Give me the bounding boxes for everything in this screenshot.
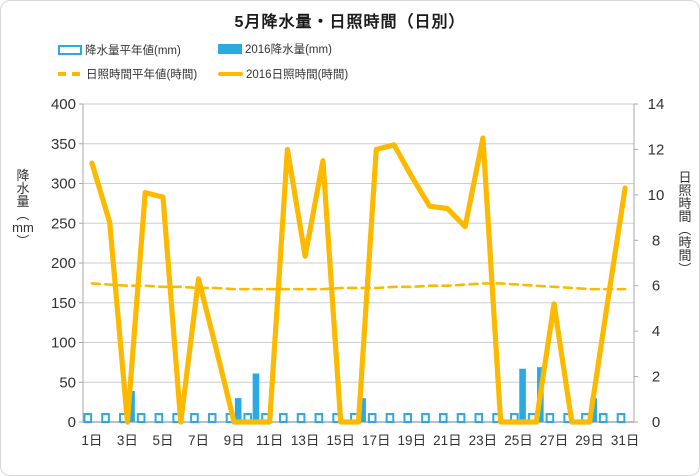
sunshine-2016-swatch-icon: [218, 71, 243, 77]
axis-title-char: ）: [15, 233, 31, 248]
legend-label-precip-normal: 降水量平年値(mm): [85, 45, 181, 57]
bar-precip-normal: [154, 413, 164, 423]
x-axis-tick-label: 25日: [504, 433, 533, 448]
x-axis-tick-label: 9日: [224, 433, 245, 448]
right-axis-tick-label: 14: [648, 96, 665, 113]
legend-item-precip-normal: 降水量平年値(mm): [58, 43, 181, 57]
x-axis-tick-label: 13日: [291, 433, 320, 448]
bar-precip-2016: [519, 368, 526, 422]
bar-precip-normal: [545, 413, 555, 423]
legend-item-precip-2016: 2016降水量(mm): [218, 42, 332, 56]
axis-title-char: 日: [678, 170, 692, 185]
x-axis-tick-label: 7日: [188, 433, 209, 448]
sunshine-normal-swatch-icon: [58, 72, 83, 76]
x-axis-tick-label: 1日: [81, 433, 102, 448]
x-axis-tick-label: 5日: [152, 433, 173, 448]
legend-label-sunshine-2016: 2016日照時間(時間): [246, 69, 349, 81]
left-axis-tick-label: 150: [51, 295, 76, 312]
x-axis-tick-label: 19日: [398, 433, 427, 448]
x-axis-tick-label: 11日: [256, 433, 284, 448]
bar-precip-normal: [403, 413, 413, 423]
right-axis-tick-label: 12: [648, 141, 665, 158]
sunshine-2016-line: [89, 135, 628, 425]
bar-precip-normal: [279, 413, 288, 423]
x-axis-tick-label: 21日: [433, 433, 462, 448]
axis-title-char: （: [677, 222, 693, 237]
bar-precip-2016: [252, 373, 260, 422]
left-axis-title: 降水量（mm）: [7, 169, 39, 247]
axis-title-char: （: [15, 207, 31, 222]
axis-title-char: 間: [678, 248, 692, 263]
left-axis-tick-label: 50: [59, 374, 76, 391]
bar-precip-normal: [207, 413, 217, 423]
axis-title-char: 降: [16, 168, 30, 183]
precip-normal-swatch-icon: [58, 45, 82, 55]
left-axis-tick-label: 250: [51, 215, 76, 232]
legend-item-sunshine-normal: 日照時間平年値(時間): [58, 67, 197, 81]
axis-title-char: 時: [678, 235, 692, 250]
left-axis-tick-label: 0: [68, 414, 76, 431]
right-axis-tick-label: 6: [652, 278, 660, 295]
bar-precip-normal: [314, 413, 324, 423]
x-axis-tick-label: 31日: [611, 433, 640, 448]
left-axis-tick-label: 300: [51, 176, 76, 193]
bar-precip-normal: [616, 413, 626, 423]
bar-precip-normal: [296, 413, 306, 423]
x-axis-tick-label: 15日: [326, 433, 355, 448]
legend-item-sunshine-2016: 2016日照時間(時間): [218, 67, 348, 81]
bar-precip-normal: [421, 413, 430, 423]
bar-precip-normal: [385, 413, 395, 423]
bar-precip-normal: [367, 413, 377, 423]
right-axis-tick-label: 8: [652, 232, 660, 249]
bar-precip-2016: [234, 398, 242, 422]
bar-precip-normal: [598, 413, 608, 423]
chart-title: 5月降水量・日照時間（日別）: [234, 14, 466, 31]
right-axis-tick-label: 2: [652, 369, 660, 386]
bar-precip-2016: [128, 390, 135, 422]
sunshine-normal-line: [90, 282, 627, 291]
bar-precip-2016: [359, 398, 366, 422]
left-axis-tick-label: 100: [51, 335, 76, 352]
bar-precip-normal: [438, 413, 448, 423]
axis-title-char: 照: [678, 183, 692, 198]
axis-title-char: mm: [12, 220, 34, 235]
bar-precip-normal: [456, 413, 466, 423]
legend-label-precip-2016: 2016降水量(mm): [245, 44, 332, 56]
left-axis-tick-label: 200: [51, 255, 76, 272]
x-axis-tick-label: 27日: [540, 433, 569, 448]
x-axis-tick-label: 23日: [469, 433, 498, 448]
right-axis-title: 日照時間（時間）: [671, 171, 699, 275]
bar-precip-normal: [474, 413, 484, 423]
bar-precip-normal: [136, 413, 146, 423]
axis-title-char: ）: [677, 261, 693, 276]
left-axis-tick-label: 400: [51, 96, 76, 113]
x-axis-tick-label: 3日: [117, 433, 138, 448]
axis-title-char: 量: [16, 194, 30, 209]
left-axis-tick-label: 350: [51, 136, 76, 153]
legend-label-sunshine-normal: 日照時間平年値(時間): [86, 69, 198, 81]
axis-title-char: 水: [16, 181, 30, 196]
axis-title-char: 間: [678, 209, 692, 224]
bar-precip-normal: [190, 413, 199, 423]
right-axis-tick-label: 10: [648, 187, 665, 204]
bar-precip-normal: [83, 413, 93, 423]
right-axis-tick-label: 4: [652, 323, 660, 340]
bar-precip-normal: [101, 413, 110, 423]
right-axis-tick-label: 0: [652, 414, 660, 431]
precip-2016-swatch-icon: [218, 44, 242, 54]
x-axis-tick-label: 17日: [362, 433, 391, 448]
axis-title-char: 時: [678, 196, 692, 211]
x-axis-tick-label: 29日: [575, 433, 604, 448]
